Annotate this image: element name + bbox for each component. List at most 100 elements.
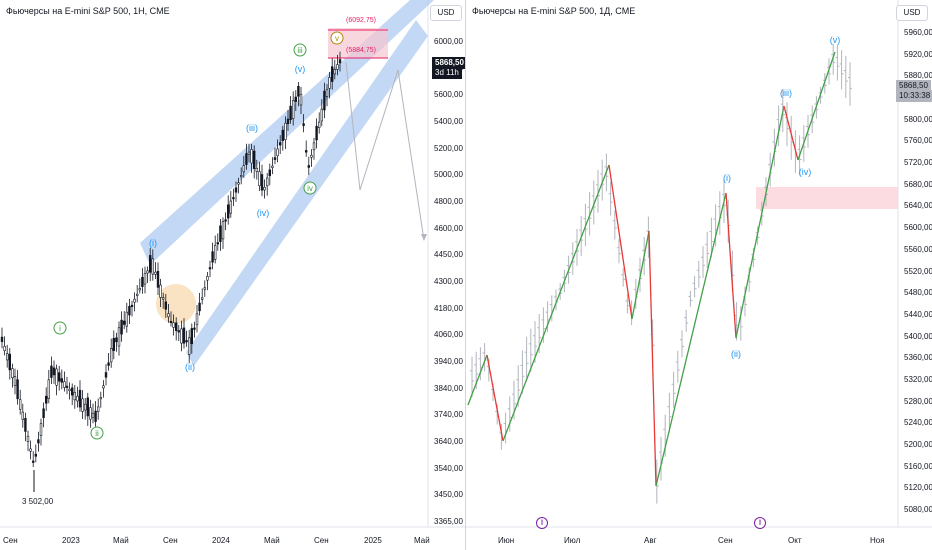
wave-v-circle-label-ring xyxy=(330,31,344,45)
left-currency-label[interactable]: USD xyxy=(430,5,462,21)
left-price-axis-tick: 5600,00 xyxy=(434,90,463,100)
right-time-axis-tick: Авг xyxy=(644,536,657,545)
left-time-axis-tick: Сен xyxy=(314,536,329,545)
candle-body xyxy=(185,340,188,343)
event-2-icon[interactable]: ⟫ xyxy=(754,517,766,529)
right-price-axis-tick: 5920,00 xyxy=(904,49,932,59)
left-chart-panel[interactable]: i ii iii iv v (i) (ii) (iii) (iv) (v) Фьючерсы на… xyxy=(0,0,466,550)
candle-body xyxy=(63,381,66,388)
candle-body xyxy=(195,313,199,326)
candle-body xyxy=(76,395,79,402)
wave-ii-paren-label: (ii) xyxy=(185,362,195,372)
right-price-axis-tick: 5680,00 xyxy=(904,179,932,189)
right-wave-ii-label: (ii) xyxy=(731,349,741,359)
wave-segment xyxy=(467,354,488,406)
left-time-axis-tick: Сен xyxy=(3,536,18,545)
candle-body xyxy=(11,368,14,379)
left-price-axis-tick: 5400,00 xyxy=(434,117,463,126)
candle-body xyxy=(304,150,308,153)
candle-body xyxy=(258,171,261,186)
candle-body xyxy=(5,353,9,361)
right-price-axis-tick: 5320,00 xyxy=(904,374,932,384)
candle-body xyxy=(73,392,77,401)
candle-body xyxy=(164,301,167,310)
candle-body xyxy=(214,245,217,260)
left-time-axis-tick: 2023 xyxy=(62,536,80,545)
candle-body xyxy=(177,330,180,333)
candle-body xyxy=(89,407,92,420)
candle-body xyxy=(338,59,342,64)
wave-segment xyxy=(648,230,657,487)
wave-ii-circle-label-ring xyxy=(90,426,104,440)
candle-body xyxy=(219,225,222,242)
left-price-axis-tick: 3365,00 xyxy=(434,517,463,526)
left-price-axis-tick: 5000,00 xyxy=(434,170,463,180)
candle-body xyxy=(78,389,82,408)
candle-body xyxy=(291,100,295,119)
right-wave-iv-label: (iv) xyxy=(799,167,812,177)
candle-body xyxy=(26,435,30,442)
candle-body xyxy=(42,408,45,418)
wave-segment xyxy=(486,354,504,442)
wave-segment xyxy=(735,105,785,339)
event-1-icon[interactable]: ⟫ xyxy=(536,517,548,529)
wave-v-paren-label: (v) xyxy=(295,64,306,74)
right-chart-canvas[interactable]: (i) (ii) (iii) (iv) (v) xyxy=(466,0,932,550)
candle-body xyxy=(286,118,290,125)
right-price-axis-tick: 5640,00 xyxy=(904,201,932,211)
candle-body xyxy=(117,327,121,347)
wave-v-circle-label: v xyxy=(335,34,339,43)
candle-body xyxy=(130,304,134,307)
right-price-axis-tick: 5240,00 xyxy=(904,418,932,428)
candle-body xyxy=(289,105,292,121)
resistance-zone xyxy=(756,187,898,209)
left-price-axis-tick: 6000,00 xyxy=(434,37,463,46)
candle-body xyxy=(245,153,248,165)
right-time-axis-tick: Июл xyxy=(564,536,581,545)
candle-body xyxy=(128,305,131,316)
candle-body xyxy=(271,165,274,168)
candle-body xyxy=(37,439,40,444)
candle-body xyxy=(265,177,269,187)
candle-body xyxy=(97,406,100,412)
candle-body xyxy=(16,379,19,400)
candle-body xyxy=(247,151,251,155)
left-current-price-tag: 5868,50 xyxy=(432,57,465,69)
upper-channel-band xyxy=(140,0,434,265)
left-time-axis-tick: Май xyxy=(264,536,280,545)
candle-body xyxy=(21,411,24,420)
candle-body xyxy=(159,284,162,298)
left-time-axis-tick: 2025 xyxy=(364,536,382,545)
target-lower-label: (5884,75) xyxy=(346,47,376,54)
right-price-axis-tick: 5120,00 xyxy=(904,483,932,493)
left-time-axis-tick: Сен xyxy=(163,536,178,545)
wave-ii-circle-label: ii xyxy=(95,429,99,438)
candle-body xyxy=(31,460,35,463)
candle-body xyxy=(44,395,48,404)
candle-body xyxy=(268,169,271,177)
candle-body xyxy=(297,85,300,97)
right-price-axis-tick: 5480,00 xyxy=(904,288,932,298)
candle-body xyxy=(133,298,136,303)
candle-body xyxy=(284,122,287,140)
candle-body xyxy=(104,372,108,378)
candle-body xyxy=(234,187,238,193)
candle-body xyxy=(91,412,95,418)
right-wave-v-label: (v) xyxy=(830,35,841,45)
candle-body xyxy=(278,142,282,146)
candle-body xyxy=(169,320,173,324)
right-price-axis-tick: 5360,00 xyxy=(904,353,932,363)
left-time-axis-tick: 2024 xyxy=(212,536,230,545)
right-currency-label[interactable]: USD xyxy=(896,5,928,21)
candle-body xyxy=(55,368,58,386)
candle-body xyxy=(162,297,165,300)
target-upper-label: (6092,75) xyxy=(346,17,376,24)
right-price-axis-tick: 5600,00 xyxy=(904,223,932,233)
candle-body xyxy=(201,297,204,300)
candle-body xyxy=(84,403,87,411)
candle-body xyxy=(255,167,258,172)
right-chart-panel[interactable]: (i) (ii) (iii) (iv) (v) Фьючерсы на E-mini S… xyxy=(466,0,932,550)
right-chart-title: Фьючерсы на E-mini S&P 500, 1Д, CME xyxy=(472,6,636,16)
candle-body xyxy=(13,376,17,387)
